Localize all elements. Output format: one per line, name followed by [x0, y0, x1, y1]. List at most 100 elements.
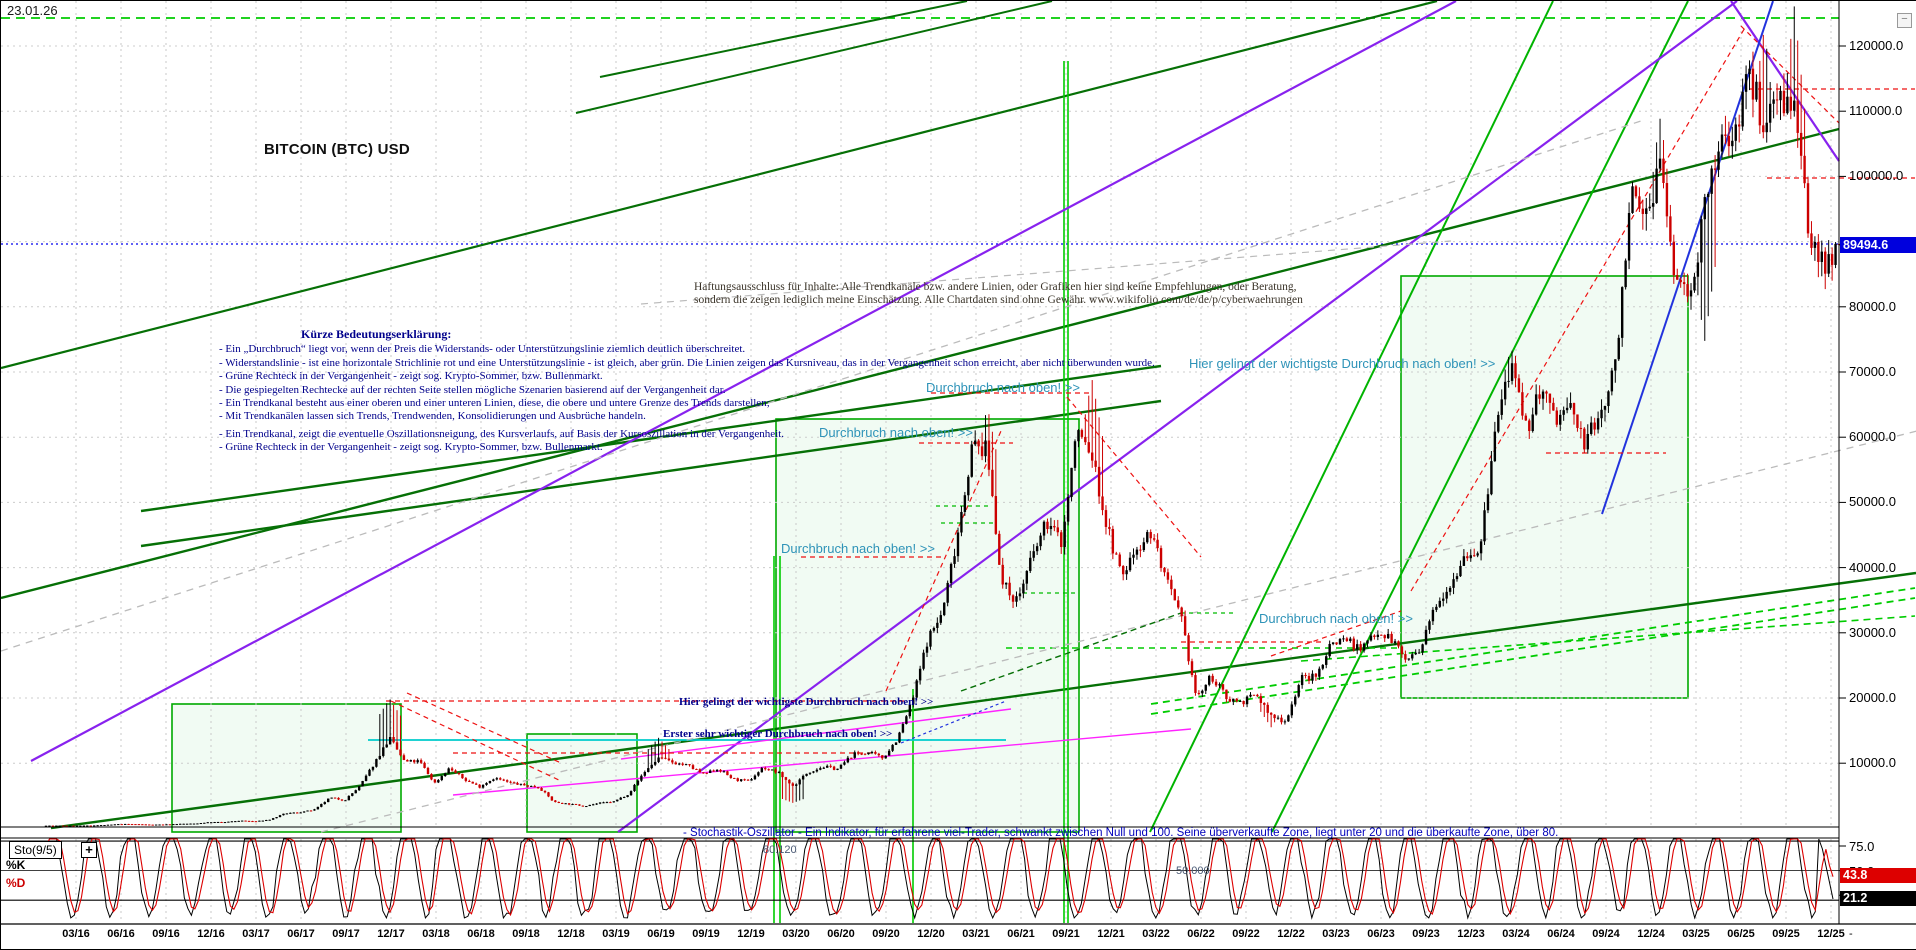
x-axis-label: 06/17: [287, 928, 315, 940]
chart-title: BITCOIN (BTC) USD: [264, 141, 410, 158]
trendline: [599, 1, 968, 78]
x-axis-label: 03/18: [422, 928, 450, 940]
x-axis-label: 09/16: [152, 928, 180, 940]
x-axis-label: 06/21: [1007, 928, 1035, 940]
legend-heading: Kürze Bedeutungserklärung:: [301, 327, 452, 341]
add-indicator-button[interactable]: +: [81, 842, 97, 858]
x-axis-label: 03/19: [602, 928, 630, 940]
bull-market-rectangle: [775, 418, 1080, 833]
minimize-button[interactable]: −: [1897, 13, 1912, 28]
trendline: [620, 708, 1012, 760]
trendline: [1150, 597, 1916, 715]
x-axis-label: 03/17: [242, 928, 270, 940]
price-axis-label: 60000.0: [1849, 429, 1896, 445]
disclaimer: Haftungsausschluss für Inhalte: Alle Tre…: [694, 281, 1303, 306]
x-axis-label: 12/25: [1817, 928, 1845, 940]
trendline: [1, 120, 1642, 652]
trendline: [320, 430, 1916, 833]
trendline: [900, 700, 1007, 744]
stochastic-description: - Stochastik-Oszillator - Ein Indikator,…: [683, 827, 1559, 839]
percent-k-label: %K: [6, 858, 26, 872]
current-price-badge: 89494.6: [1840, 237, 1916, 253]
trendline: [1300, 615, 1916, 662]
trendline: [640, 240, 1452, 305]
x-axis-label: 09/22: [1232, 928, 1260, 940]
trendline: [1730, 1, 1840, 162]
price-axis-label: 20000.0: [1849, 690, 1896, 705]
legend-line: - Grüne Rechteck in der Vergangenheit - …: [219, 370, 603, 383]
price-axis-label: 50000.0: [1849, 494, 1896, 510]
trendline: [1, 127, 1840, 600]
x-axis-label: 09/19: [692, 928, 720, 940]
x-axis-label: 12/22: [1277, 928, 1305, 940]
x-axis-label: 12/24: [1637, 928, 1665, 940]
legend-line: - Ein Trendkanal besteht aus einer obere…: [219, 397, 770, 410]
trendline: [575, 1, 1053, 114]
trendline: [140, 399, 1162, 548]
x-axis-label: 12/17: [377, 928, 405, 940]
x-axis-label: 09/25: [1772, 928, 1800, 940]
price-axis-label: 120000.0: [1849, 38, 1904, 53]
x-axis-label: 12/18: [557, 928, 585, 940]
trendline: [885, 430, 1002, 692]
x-axis-label: 06/19: [647, 928, 675, 940]
trendline: [1601, 1, 1774, 515]
breakout-annotation: Hier gelingt der wichtigste Durchbruch n…: [1189, 356, 1496, 371]
x-axis-label: 12/16: [197, 928, 225, 940]
x-axis-label: 06/18: [467, 928, 495, 940]
trendline: [960, 612, 1182, 692]
trendline: [617, 1, 1738, 833]
x-axis-label: 09/18: [512, 928, 540, 940]
trendline: [1066, 396, 1202, 558]
trendline: [1, 1, 1438, 370]
stochastic-d-line: [45, 838, 1834, 917]
oscillator-axis-label: 75.0: [1849, 839, 1875, 854]
breakout-annotation: Erster sehr wichtiger Durchbruch nach ob…: [663, 728, 893, 740]
trendline: [30, 1, 1457, 762]
percent-d-label: %D: [6, 876, 26, 890]
price-axis-label: 100000.0: [1849, 168, 1904, 184]
trendline: [140, 364, 1162, 513]
x-axis-label: 03/20: [782, 928, 810, 940]
price-axis-label: 80000.0: [1849, 298, 1896, 314]
x-axis-label: 06/23: [1367, 928, 1395, 940]
breakout-annotation: Durchbruch nach oben! >>: [1259, 611, 1413, 626]
price-axis-label: 70000.0: [1849, 364, 1896, 379]
legend-line: - Grüne Rechteck in der Vergangenheit - …: [219, 441, 603, 454]
indicator-name-box[interactable]: Sto(9/5): [9, 841, 62, 859]
stochastic-k-line: [45, 838, 1834, 920]
x-axis-label: 12/19: [737, 928, 765, 940]
trendline: [452, 728, 1192, 796]
x-axis-label: 03/24: [1502, 928, 1530, 940]
price-axis-label: 110000.0: [1849, 103, 1903, 119]
price-axis-label: 10000.0: [1849, 755, 1896, 771]
trendline: [406, 692, 562, 764]
x-axis-label: 09/20: [872, 928, 900, 940]
stochastic-k-badge: 21.2: [1840, 891, 1916, 906]
disclaimer-line-1: Haftungsausschluss für Inhalte: Alle Tre…: [694, 281, 1297, 293]
stochastic-d-badge: 43.8: [1840, 868, 1916, 883]
trendline: [1410, 25, 1747, 592]
x-axis-label: 06/16: [107, 928, 135, 940]
x-axis-label: 09/23: [1412, 928, 1440, 940]
breakout-annotation: Durchbruch nach oben! >>: [926, 380, 1080, 395]
x-axis-label: 09/24: [1592, 928, 1620, 940]
disclaimer-line-2: sondern die zeigen lediglich meine Einsc…: [694, 293, 1303, 306]
trendline: [390, 700, 562, 782]
x-axis-label: 09/17: [332, 928, 360, 940]
legend-lines: - Ein „Durchbruch“ liegt vor, wenn der P…: [219, 343, 1155, 454]
legend-line: - Mit Trendkanälen lassen sich Trends, T…: [219, 410, 646, 423]
x-axis-label: 03/16: [62, 928, 90, 940]
bull-market-rectangle: [171, 703, 402, 833]
x-axis-label: 03/21: [962, 928, 990, 940]
legend-line: - Ein „Durchbruch“ liegt vor, wenn der P…: [219, 343, 746, 356]
date-label: 23.01.26: [7, 3, 58, 18]
trendline: [1271, 1, 1689, 833]
breakout-annotation: Hier gelingt der wichtigste Durchbruch n…: [679, 696, 934, 708]
x-axis-label: 03/23: [1322, 928, 1350, 940]
x-axis-label: 03/25: [1682, 928, 1710, 940]
legend-line: - Widerstandslinie - ist eine horizontal…: [219, 356, 1155, 369]
x-axis-label: 06/22: [1187, 928, 1215, 940]
